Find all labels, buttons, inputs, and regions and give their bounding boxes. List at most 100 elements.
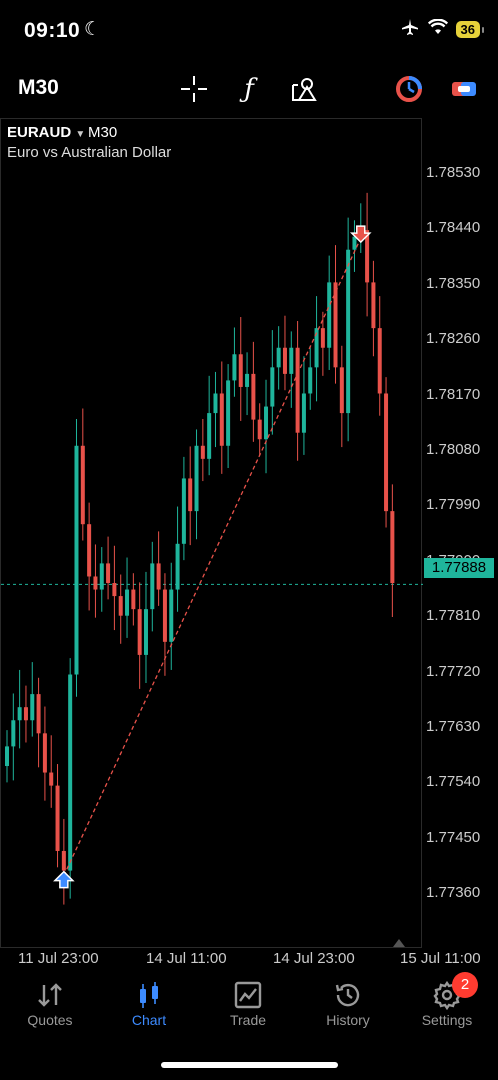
airplane-icon — [400, 18, 420, 41]
candle-body — [219, 393, 224, 446]
candle-body — [251, 373, 256, 420]
price-axis-label: 1.77450 — [426, 828, 481, 846]
candle-body — [226, 380, 231, 446]
candle-body — [188, 478, 193, 512]
sell-arrow-icon — [349, 225, 372, 244]
time-axis-label: 14 Jul 23:00 — [273, 950, 355, 967]
candle-body — [30, 694, 35, 721]
candles-icon — [99, 978, 199, 1012]
current-price-label: 1.77888 — [424, 558, 494, 578]
candle-body — [371, 282, 376, 329]
candle-body — [106, 563, 111, 584]
timeframe-selector[interactable]: M30 — [18, 76, 59, 99]
candle-body — [238, 354, 243, 387]
candle-body — [207, 413, 212, 459]
candle-body — [131, 589, 136, 610]
candle-body — [49, 772, 54, 786]
history-clock-icon — [298, 978, 398, 1012]
settings-badge: 2 — [452, 972, 478, 998]
price-axis-label: 1.77720 — [426, 662, 481, 680]
candle-body — [125, 589, 130, 616]
tab-history[interactable]: History — [298, 978, 398, 1028]
candle-body — [162, 589, 167, 642]
candle-body — [270, 367, 275, 407]
objects-icon[interactable] — [289, 74, 319, 104]
time-axis-label: 11 Jul 23:00 — [18, 950, 99, 967]
candle-body — [17, 707, 22, 721]
focus-moon-icon: ☾ — [84, 19, 102, 40]
tab-settings[interactable]: Settings — [397, 978, 497, 1028]
price-axis-label: 1.78440 — [426, 219, 481, 237]
chart-shift-marker-icon — [393, 939, 405, 947]
clock: 09:10 — [24, 19, 81, 42]
candle-body — [118, 596, 123, 616]
wifi-icon — [427, 18, 448, 40]
tab-label: Quotes — [27, 1012, 73, 1028]
candle-body — [245, 373, 250, 387]
price-axis-label: 1.77810 — [426, 607, 481, 625]
price-chart[interactable]: EURAUD ▼ M30 Euro vs Australian Dollar 1… — [0, 118, 498, 967]
price-axis-label: 1.78080 — [426, 441, 481, 458]
tab-label: Settings — [421, 1012, 473, 1028]
candle-body — [150, 563, 155, 610]
candle-body — [295, 347, 300, 433]
candle-body — [384, 393, 389, 512]
tab-quotes[interactable]: Quotes — [0, 978, 100, 1028]
candle-body — [181, 478, 186, 544]
battery-indicator: 36 — [455, 21, 485, 38]
candle-body — [68, 674, 73, 871]
candle-body — [320, 328, 325, 348]
price-axis-label: 1.77540 — [426, 773, 481, 791]
candle-body — [339, 367, 344, 414]
crosshair-icon[interactable] — [179, 74, 209, 104]
symbol-description: Euro vs Australian Dollar — [7, 144, 172, 161]
one-click-trading-icon[interactable] — [394, 74, 424, 104]
new-order-icon[interactable] — [449, 74, 479, 104]
chart-toolbar: M30 ƒ — [0, 62, 498, 114]
candle-body — [377, 328, 382, 394]
gear-icon — [397, 978, 497, 1012]
candle-body — [327, 282, 332, 348]
candle-body — [282, 347, 287, 374]
bottom-tab-bar: Quotes Chart Trade History Settings 2 — [0, 968, 498, 1080]
candle-body — [365, 230, 370, 283]
time-axis-label: 15 Jul 11:00 — [400, 950, 481, 967]
candle-body — [169, 589, 174, 642]
candle-body — [333, 282, 338, 368]
status-bar: 09:10 ☾ 36 — [0, 0, 498, 62]
price-axis-label: 1.77990 — [426, 496, 481, 514]
candle-body — [112, 583, 117, 597]
candles-svg — [1, 192, 423, 947]
tab-trade[interactable]: Trade — [198, 978, 298, 1028]
candle-body — [314, 328, 319, 368]
price-axis-label: 1.78260 — [426, 330, 481, 348]
candle-body — [200, 445, 205, 459]
candle-body — [36, 694, 41, 734]
candle-body — [257, 419, 262, 440]
candle-body — [80, 445, 85, 525]
candle-body — [232, 354, 237, 381]
candle-body — [23, 707, 28, 721]
status-icons: 36 — [400, 18, 485, 41]
candle-body — [61, 850, 66, 871]
candle-body — [276, 347, 281, 368]
symbol-header[interactable]: EURAUD ▼ M30 — [7, 124, 118, 141]
chart-area[interactable]: EURAUD ▼ M30 Euro vs Australian Dollar — [0, 118, 423, 948]
candle-body — [11, 720, 16, 747]
candle-body — [289, 347, 294, 374]
candle-body — [213, 393, 218, 414]
candle-body — [175, 543, 180, 590]
candle-body — [143, 609, 148, 655]
home-indicator — [161, 1062, 338, 1068]
tab-chart[interactable]: Chart — [99, 978, 199, 1028]
candle-body — [137, 609, 142, 655]
candle-body — [74, 445, 79, 675]
indicators-icon[interactable]: ƒ — [244, 74, 254, 104]
candle-body — [156, 563, 161, 590]
price-axis-label: 1.78170 — [426, 385, 481, 403]
symbol-name: EURAUD — [7, 124, 72, 141]
symbol-timeframe: M30 — [88, 124, 118, 141]
candle-body — [301, 393, 306, 433]
price-axis-label: 1.77630 — [426, 718, 481, 735]
candle-body — [99, 563, 104, 590]
